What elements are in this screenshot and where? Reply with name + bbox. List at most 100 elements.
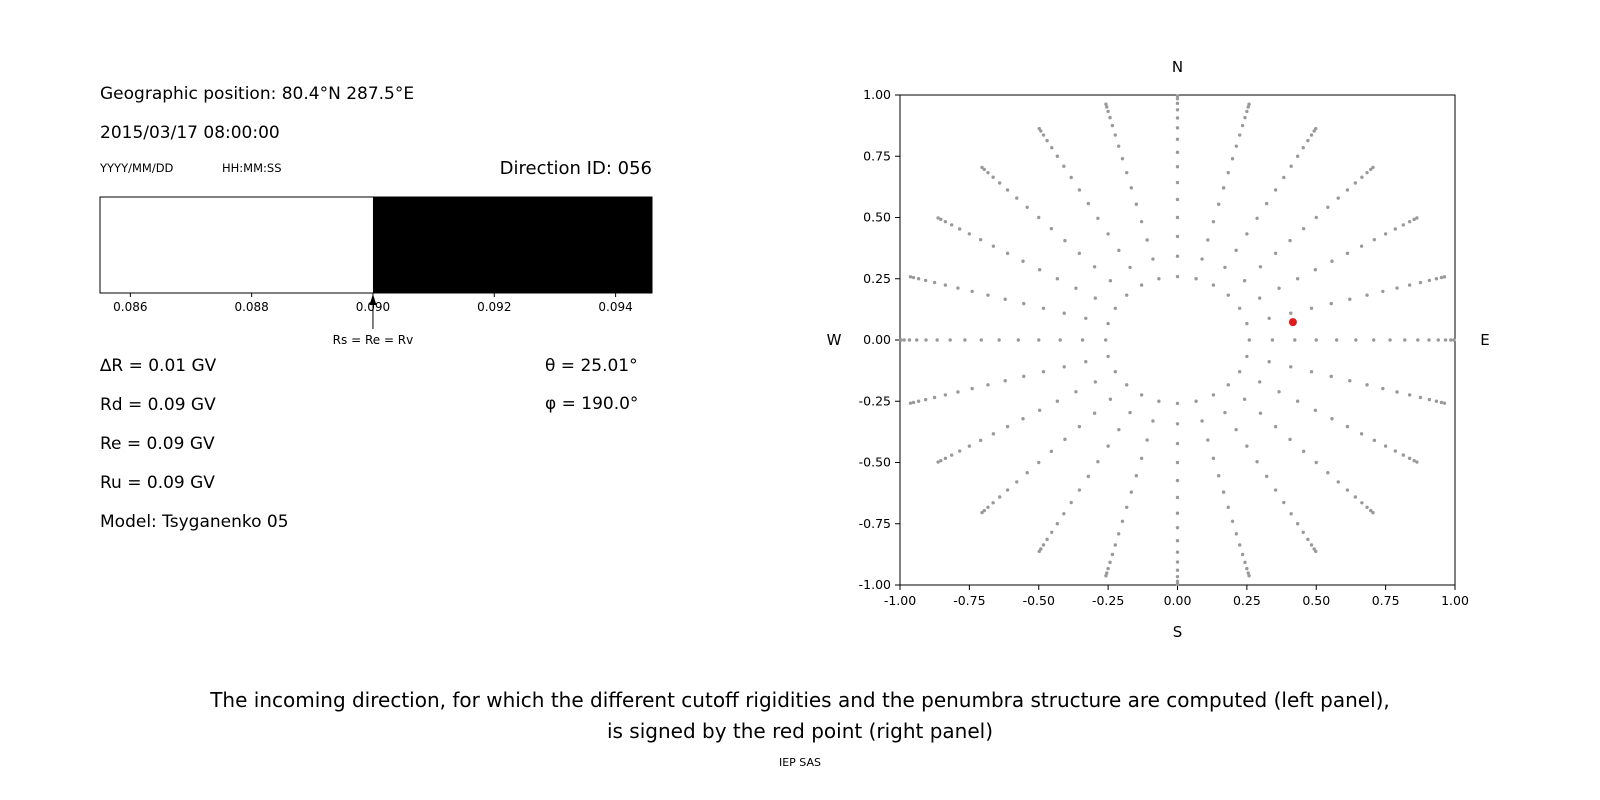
direction-dot	[1301, 146, 1305, 150]
direction-dot	[1206, 438, 1210, 442]
direction-dot	[1092, 411, 1097, 415]
direction-dot	[1314, 549, 1318, 554]
direction-dot	[1312, 129, 1316, 133]
direction-dot	[1175, 165, 1180, 169]
direction-dot	[1077, 488, 1082, 492]
direction-dot	[1151, 419, 1155, 423]
direction-dot	[1255, 216, 1259, 221]
direction-dot	[1242, 279, 1247, 283]
direction-dot	[1365, 170, 1369, 175]
direction-dot	[1175, 126, 1180, 130]
direction-dot	[1175, 101, 1180, 106]
direction-dot	[1139, 456, 1144, 461]
direction-dot	[1412, 217, 1416, 222]
direction-dot	[1295, 399, 1300, 403]
direction-dot	[943, 219, 948, 224]
direction-dot	[1427, 278, 1432, 283]
direction-dot	[1223, 410, 1227, 415]
direction-dot	[1175, 274, 1180, 279]
direction-dot	[908, 401, 913, 405]
direction-dot	[1372, 338, 1376, 342]
direction-dot	[1359, 432, 1364, 436]
direction-dot	[911, 275, 916, 280]
direction-dot	[1365, 383, 1369, 387]
direction-dot	[1005, 488, 1010, 492]
direction-dot	[1312, 547, 1316, 551]
direction-dot	[1277, 390, 1281, 394]
delta-r-value: ∆R = 0.01 GV	[100, 356, 217, 376]
direction-dot	[991, 432, 996, 436]
time-format-label: HH:MM:SS	[222, 161, 282, 175]
direction-dot	[1295, 522, 1300, 526]
direction-dot	[1175, 574, 1180, 579]
direction-dot	[1049, 226, 1054, 231]
direction-dot	[1412, 458, 1416, 463]
penumbra-x-axis: 0.086 0.088 0.090 0.092 0.094	[113, 293, 633, 314]
direction-dot	[924, 338, 928, 342]
direction-dot	[1037, 215, 1041, 220]
direction-dot	[1005, 251, 1010, 256]
direction-dot	[1295, 277, 1300, 281]
direction-dot	[1062, 164, 1066, 168]
direction-dot	[1309, 370, 1314, 374]
direction-dot	[1175, 550, 1180, 554]
direction-dot	[1037, 268, 1042, 272]
direction-dot	[1125, 293, 1129, 297]
direction-dot	[980, 165, 984, 170]
direction-dot	[1110, 123, 1115, 128]
direction-dot	[1015, 480, 1019, 484]
direction-dot	[1314, 126, 1318, 131]
direction-dot	[1096, 216, 1100, 221]
phi-value: φ = 190.0°	[545, 394, 639, 414]
direction-dot	[1175, 579, 1180, 583]
direction-dot	[1077, 251, 1082, 256]
direction-dot	[1175, 234, 1180, 239]
direction-dot	[979, 338, 983, 342]
direction-dot	[1245, 566, 1249, 571]
direction-dot	[923, 278, 928, 283]
direction-dot	[1237, 543, 1242, 547]
direction-dot	[1221, 186, 1226, 190]
direction-dot	[1037, 126, 1041, 131]
direction-dot	[1383, 232, 1388, 236]
direction-dot	[943, 393, 948, 397]
direction-dot	[1116, 532, 1121, 536]
direction-dot	[1151, 257, 1155, 261]
direction-dot	[1282, 500, 1286, 505]
direction-dot	[1086, 474, 1091, 479]
direction-dot	[1245, 109, 1249, 114]
direction-dot	[1104, 102, 1108, 106]
grid-dots	[899, 94, 1456, 586]
direction-dot	[991, 244, 996, 248]
direction-dot	[1237, 306, 1242, 310]
direction-dot	[1301, 449, 1306, 454]
direction-dot	[1077, 188, 1082, 192]
direction-dot	[1106, 566, 1110, 571]
direction-dot	[1221, 490, 1226, 494]
direction-dot	[932, 395, 937, 400]
x-tick-label: 0.75	[1372, 593, 1400, 608]
direction-dot	[1104, 574, 1108, 578]
direction-dot	[1175, 525, 1180, 530]
direction-dot	[1301, 530, 1305, 534]
direction-dot	[1288, 238, 1292, 243]
model-label: Model: Tsyganenko 05	[100, 512, 289, 532]
direction-dot	[1360, 175, 1364, 179]
direction-dot	[1407, 393, 1412, 397]
direction-dot	[982, 508, 986, 513]
direction-dot	[1264, 474, 1269, 479]
ru-value: Ru = 0.09 GV	[100, 473, 215, 493]
direction-dot	[1211, 456, 1216, 461]
direction-dot	[1371, 165, 1375, 170]
direction-dot	[956, 286, 960, 290]
direction-dot	[1289, 164, 1293, 168]
geo-position-label: Geographic position: 80.4°N 287.5°E	[100, 84, 415, 104]
direction-dot	[1211, 393, 1216, 397]
x-tick-label: 1.00	[1441, 593, 1469, 608]
direction-dot	[1157, 399, 1161, 403]
direction-dot	[1226, 293, 1230, 297]
x-tick-label: -0.25	[1092, 593, 1124, 608]
direction-dot	[1245, 321, 1249, 326]
direction-dot	[1330, 259, 1334, 263]
